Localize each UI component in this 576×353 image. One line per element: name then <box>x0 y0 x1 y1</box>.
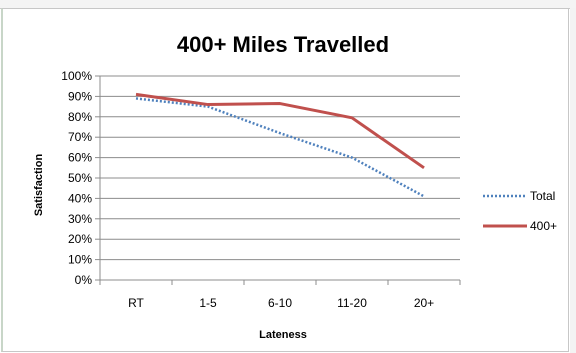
y-tick-label: 20% <box>68 232 92 246</box>
y-tick-label: 40% <box>68 191 92 205</box>
legend: Total 400+ <box>483 189 557 233</box>
y-tick-label: 80% <box>68 110 92 124</box>
x-tick-label: 20+ <box>414 296 434 310</box>
series-line-total <box>135 97 425 198</box>
series-lines <box>135 92 425 198</box>
y-tick-label: 0% <box>75 273 93 287</box>
y-tick-label: 60% <box>68 151 92 165</box>
y-axis-title: Satisfaction <box>33 154 45 217</box>
series-line-400-plus <box>135 92 425 170</box>
y-tick-label: 50% <box>68 171 92 185</box>
y-tick-label: 70% <box>68 130 92 144</box>
x-tick-label: 6-10 <box>268 296 292 310</box>
x-axis-ticks: RT 1-5 6-10 11-20 20+ <box>99 280 461 310</box>
scroll-edge <box>570 8 576 353</box>
y-tick-label: 10% <box>68 253 92 267</box>
x-tick-label: RT <box>128 296 144 310</box>
chart-frame <box>1 8 569 352</box>
x-tick-label: 11-20 <box>337 296 367 310</box>
legend-label: 400+ <box>530 219 557 233</box>
axes <box>99 76 460 281</box>
x-tick-label: 1-5 <box>199 296 217 310</box>
y-tick-label: 30% <box>68 212 92 226</box>
x-axis-title: Lateness <box>259 329 307 341</box>
y-tick-label: 90% <box>68 89 92 103</box>
legend-label: Total <box>530 189 555 203</box>
y-axis-ticks: 0% 10% 20% 30% 40% 50% 60% 70% 80% 90% 100% <box>61 69 100 287</box>
chart-title: 400+ Miles Travelled <box>177 32 389 57</box>
y-tick-label: 100% <box>61 69 92 83</box>
